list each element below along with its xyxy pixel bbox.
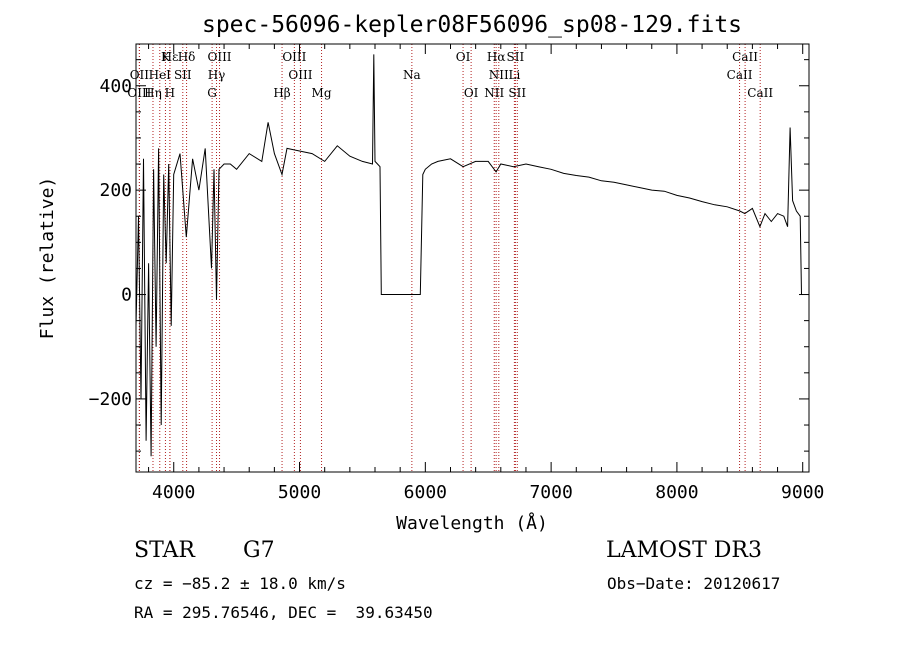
- line-label-16: Li: [508, 68, 520, 82]
- line-label-13: OIII: [288, 68, 312, 82]
- survey-name: LAMOST DR3: [606, 538, 762, 563]
- line-label-21: G: [207, 86, 217, 100]
- line-label-1: K: [161, 50, 171, 64]
- y-axis-label: Flux (relative): [37, 177, 58, 340]
- line-label-11: SII: [174, 68, 192, 82]
- line-label-25: NII: [484, 86, 504, 100]
- y-tick-label-0: −200: [89, 389, 132, 410]
- y-tick-label-1: 0: [121, 285, 132, 306]
- y-tick-label-3: 400: [99, 76, 132, 97]
- line-label-22: Hβ: [273, 86, 290, 100]
- x-tick-label-1: 5000: [278, 482, 321, 503]
- line-label-14: Na: [403, 68, 421, 82]
- x-tick-label-2: 6000: [404, 482, 447, 503]
- line-label-18: OIII: [127, 86, 151, 100]
- line-label-3: OIII: [207, 50, 231, 64]
- plot-frame: [135, 43, 810, 473]
- x-tick-label-0: 4000: [152, 482, 195, 503]
- line-label-9: OII: [130, 68, 150, 82]
- x-tick-label-5: 9000: [781, 482, 824, 503]
- line-label-26: SII: [508, 86, 526, 100]
- redshift-cz: cz = −85.2 ± 18.0 km/s: [134, 574, 346, 593]
- line-label-27: CaII: [747, 86, 773, 100]
- flux-series-line: [135, 54, 803, 457]
- object-subclass: G7: [243, 538, 275, 563]
- line-label-8: CaII: [732, 50, 758, 64]
- line-label-23: Mg: [312, 86, 332, 100]
- y-tick-label-2: 200: [99, 180, 132, 201]
- x-tick-label-3: 7000: [529, 482, 572, 503]
- y-axis-ticks: −200 0 200 400: [89, 59, 809, 452]
- sky-coordinates: RA = 295.76546, DEC = 39.63450: [134, 603, 433, 622]
- line-label-24: OI: [464, 86, 479, 100]
- line-label-2: Hδ: [178, 50, 196, 64]
- x-axis-label: Wavelength (Å): [396, 512, 548, 534]
- line-label-15: NII: [489, 68, 509, 82]
- line-label-19: Hη: [144, 86, 162, 100]
- chart-title: spec-56096-kepler08F56096_sp08-129.fits: [202, 12, 742, 38]
- line-label-10: HeI: [149, 68, 172, 82]
- line-label-4: OIII: [282, 50, 306, 64]
- line-label-7: SII: [507, 50, 525, 64]
- x-tick-label-4: 8000: [655, 482, 698, 503]
- x-axis-ticks: 4000 5000 6000 7000 8000 9000: [148, 44, 824, 503]
- line-label-6: Hα: [487, 50, 506, 64]
- object-class: STAR: [134, 538, 195, 563]
- line-label-5: OI: [456, 50, 471, 64]
- line-label-17: CaII: [727, 68, 753, 82]
- spectral-line-markers: [138, 44, 761, 472]
- line-label-12: Hγ: [208, 68, 226, 82]
- observation-date: Obs−Date: 20120617: [607, 574, 781, 593]
- line-label-20: H: [165, 86, 175, 100]
